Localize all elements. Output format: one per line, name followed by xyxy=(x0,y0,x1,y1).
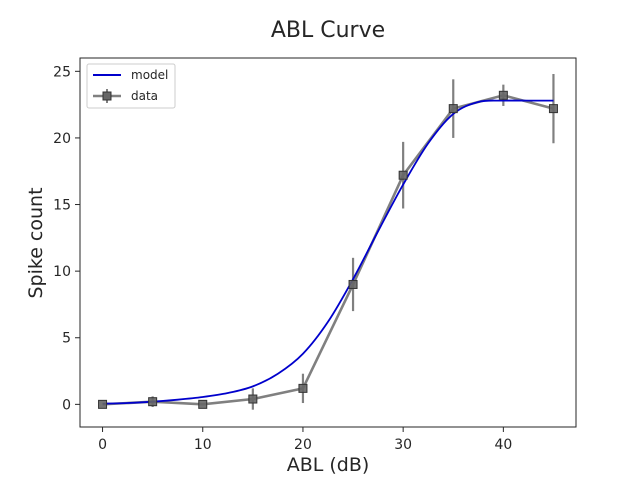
data-point-marker xyxy=(348,279,358,289)
x-tick-label: 30 xyxy=(394,437,412,453)
legend-data-swatch xyxy=(93,89,121,103)
y-tick-label: 5 xyxy=(62,331,71,347)
x-tick-label: 40 xyxy=(494,437,512,453)
x-axis-label: ABL (dB) xyxy=(287,454,370,476)
data-point-marker xyxy=(148,397,158,407)
y-axis-ticks: 0 5 10 15 20 25 xyxy=(53,64,80,413)
legend: model data xyxy=(86,63,176,109)
data-series-line xyxy=(102,93,554,406)
y-tick-label: 0 xyxy=(62,397,71,413)
y-tick-label: 20 xyxy=(53,131,71,147)
x-tick-label: 0 xyxy=(98,437,107,453)
chart-title: ABL Curve xyxy=(271,18,385,43)
y-axis-label: Spike count xyxy=(25,187,47,298)
y-tick-label: 10 xyxy=(53,264,71,280)
data-point-marker xyxy=(448,104,458,114)
data-point-marker xyxy=(498,90,508,100)
data-point-marker xyxy=(198,399,208,409)
plot-frame xyxy=(79,57,577,428)
x-tick-label: 10 xyxy=(194,437,212,453)
series-layer xyxy=(98,73,558,410)
x-axis-ticks: 0 10 20 30 40 xyxy=(98,427,512,453)
legend-data-label: data xyxy=(131,89,158,103)
data-point-marker xyxy=(398,170,408,180)
model-series-curve xyxy=(102,99,554,405)
legend-model-label: model xyxy=(131,68,168,82)
data-point-marker xyxy=(98,399,108,409)
plot-area: 0 10 20 30 40 0 5 10 15 20 25 xyxy=(53,57,577,453)
y-tick-label: 15 xyxy=(53,198,71,214)
x-tick-label: 20 xyxy=(294,437,312,453)
data-point-marker xyxy=(248,394,258,404)
legend-data-marker xyxy=(102,91,112,101)
y-tick-label: 25 xyxy=(53,64,71,80)
data-point-marker xyxy=(298,383,308,393)
data-point-marker xyxy=(548,104,558,114)
